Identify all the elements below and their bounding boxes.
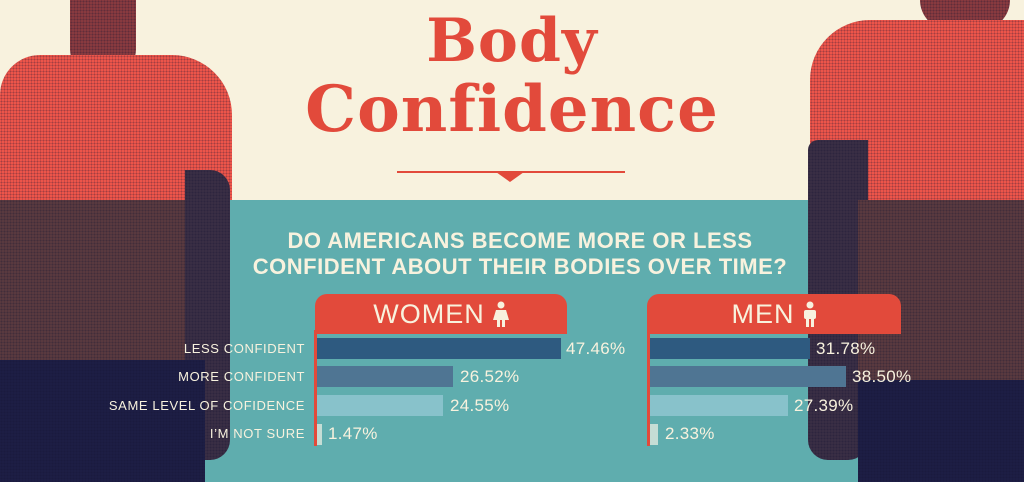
women-bar-less-confident	[317, 338, 561, 359]
women-value-less-confident: 47.46%	[566, 339, 626, 358]
row-label-same-level: SAME LEVEL OF COFIDENCE	[108, 398, 305, 413]
women-value-same-level: 24.55%	[450, 396, 510, 415]
women-value-more-confident: 26.52%	[460, 367, 520, 386]
men-bar-not-sure	[650, 424, 658, 445]
row-label-not-sure: I’M NOT SURE	[209, 426, 305, 441]
female-icon	[492, 301, 509, 327]
row-label-less-confident: LESS CONFIDENT	[183, 341, 305, 356]
men-value-more-confident: 38.50%	[852, 367, 912, 386]
question-line-1: DO AMERICANS BECOME MORE OR LESS	[287, 228, 753, 253]
row-label-more-confident: MORE CONFIDENT	[178, 369, 305, 384]
caret-down-icon	[496, 172, 524, 182]
women-header-label: WOMEN	[373, 298, 485, 329]
women-bar-same-level	[317, 395, 443, 416]
title-line-2: Confidence	[305, 72, 719, 147]
men-value-less-confident: 31.78%	[816, 339, 876, 358]
question-line-2: CONFIDENT ABOUT THEIR BODIES OVER TIME?	[252, 254, 788, 279]
men-bar-less-confident	[650, 338, 810, 359]
women-axis-line	[314, 330, 317, 446]
women-panel-header: WOMEN	[315, 294, 567, 334]
men-bar-more-confident	[650, 366, 846, 387]
woman-silhouette	[0, 0, 240, 482]
men-value-same-level: 27.39%	[794, 396, 854, 415]
men-header-label: MEN	[731, 298, 795, 329]
men-panel-header: MEN	[647, 294, 901, 334]
title-line-1: Body	[426, 6, 598, 76]
men-value-not-sure: 2.33%	[665, 424, 715, 443]
women-value-not-sure: 1.47%	[328, 424, 378, 443]
men-axis-line	[647, 330, 650, 446]
women-bar-not-sure	[317, 424, 322, 445]
women-bar-more-confident	[317, 366, 453, 387]
men-bar-same-level	[650, 395, 788, 416]
male-icon	[803, 301, 817, 327]
